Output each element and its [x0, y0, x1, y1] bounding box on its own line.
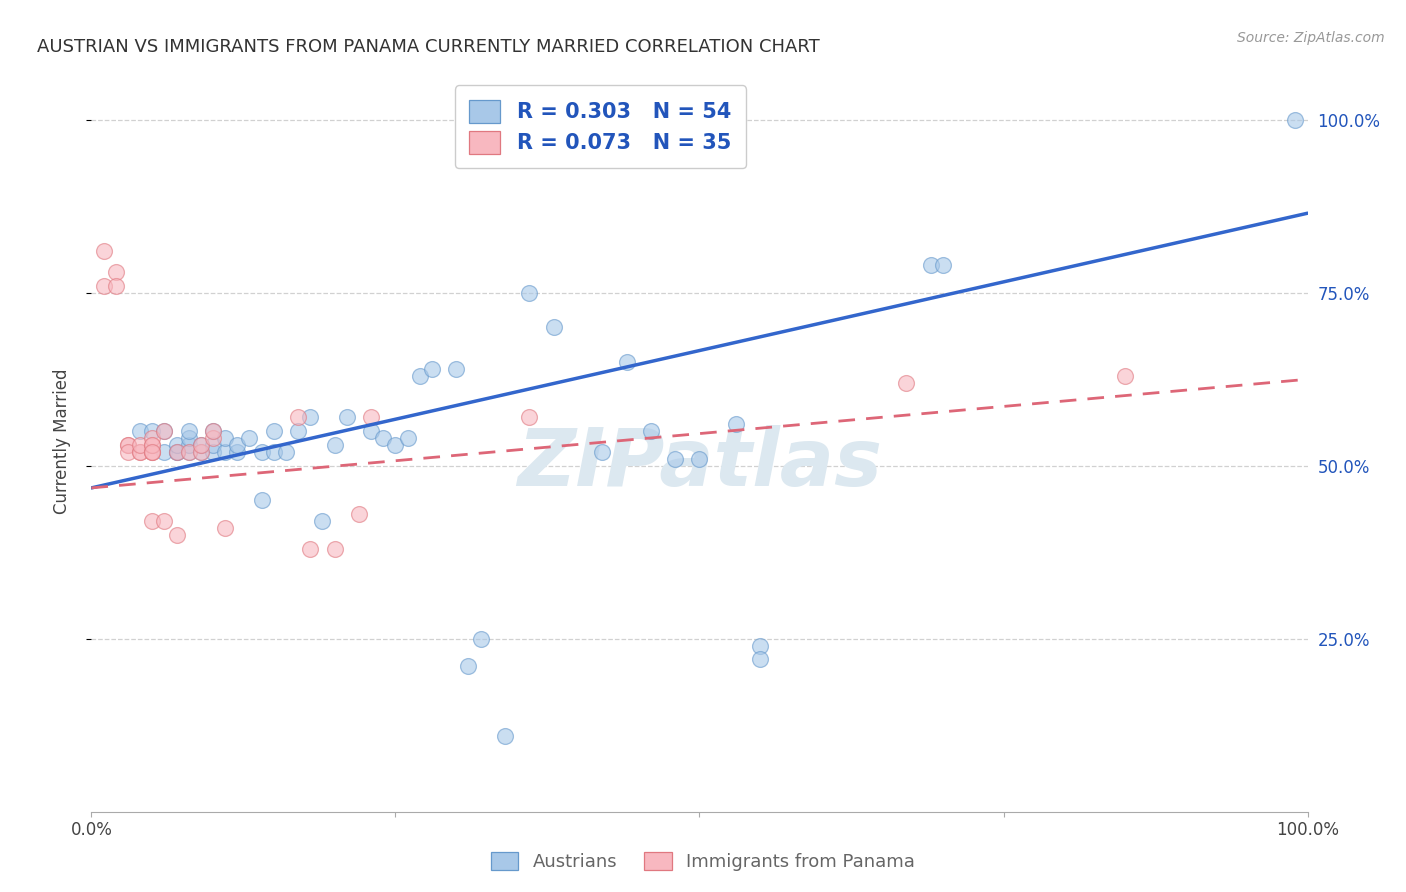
- Point: [190, 438, 212, 452]
- Point: [274, 445, 297, 459]
- Point: [129, 424, 152, 438]
- Point: [104, 278, 127, 293]
- Point: [177, 424, 200, 438]
- Point: [323, 438, 346, 452]
- Point: [153, 445, 176, 459]
- Point: [226, 445, 249, 459]
- Point: [202, 431, 225, 445]
- Point: [166, 445, 188, 459]
- Point: [409, 368, 432, 383]
- Point: [117, 445, 139, 459]
- Point: [141, 445, 163, 459]
- Point: [444, 362, 467, 376]
- Point: [166, 528, 188, 542]
- Point: [263, 424, 285, 438]
- Point: [664, 451, 686, 466]
- Point: [93, 278, 115, 293]
- Legend: Austrians, Immigrants from Panama: Austrians, Immigrants from Panama: [484, 845, 922, 879]
- Legend: R = 0.303   N = 54, R = 0.073   N = 35: R = 0.303 N = 54, R = 0.073 N = 35: [454, 86, 747, 169]
- Point: [117, 438, 139, 452]
- Point: [141, 431, 163, 445]
- Point: [920, 258, 942, 272]
- Point: [688, 451, 710, 466]
- Point: [299, 541, 322, 556]
- Point: [129, 438, 152, 452]
- Point: [323, 541, 346, 556]
- Point: [117, 438, 139, 452]
- Point: [591, 445, 613, 459]
- Point: [931, 258, 953, 272]
- Point: [177, 438, 200, 452]
- Point: [141, 438, 163, 452]
- Point: [141, 445, 163, 459]
- Point: [396, 431, 419, 445]
- Point: [1284, 112, 1306, 127]
- Point: [166, 445, 188, 459]
- Point: [177, 445, 200, 459]
- Point: [724, 417, 747, 432]
- Point: [141, 424, 163, 438]
- Point: [299, 410, 322, 425]
- Point: [250, 493, 273, 508]
- Point: [129, 445, 152, 459]
- Point: [190, 445, 212, 459]
- Point: [640, 424, 662, 438]
- Text: AUSTRIAN VS IMMIGRANTS FROM PANAMA CURRENTLY MARRIED CORRELATION CHART: AUSTRIAN VS IMMIGRANTS FROM PANAMA CURRE…: [37, 38, 820, 56]
- Point: [311, 514, 333, 528]
- Point: [141, 438, 163, 452]
- Point: [470, 632, 492, 646]
- Point: [420, 362, 443, 376]
- Point: [517, 285, 540, 300]
- Point: [1114, 368, 1136, 383]
- Point: [202, 424, 225, 438]
- Point: [177, 445, 200, 459]
- Y-axis label: Currently Married: Currently Married: [52, 368, 70, 515]
- Point: [384, 438, 406, 452]
- Point: [238, 431, 260, 445]
- Point: [616, 355, 638, 369]
- Point: [104, 265, 127, 279]
- Point: [360, 410, 382, 425]
- Point: [457, 659, 479, 673]
- Point: [141, 514, 163, 528]
- Point: [190, 445, 212, 459]
- Point: [202, 445, 225, 459]
- Point: [360, 424, 382, 438]
- Point: [153, 424, 176, 438]
- Point: [494, 729, 516, 743]
- Point: [373, 431, 395, 445]
- Point: [202, 424, 225, 438]
- Point: [347, 507, 370, 521]
- Point: [250, 445, 273, 459]
- Point: [214, 521, 236, 535]
- Point: [214, 445, 236, 459]
- Point: [214, 431, 236, 445]
- Point: [93, 244, 115, 259]
- Point: [543, 320, 565, 334]
- Text: Source: ZipAtlas.com: Source: ZipAtlas.com: [1237, 31, 1385, 45]
- Point: [287, 424, 309, 438]
- Point: [336, 410, 359, 425]
- Point: [190, 438, 212, 452]
- Point: [226, 438, 249, 452]
- Point: [202, 438, 225, 452]
- Point: [517, 410, 540, 425]
- Point: [749, 652, 772, 666]
- Text: ZIPatlas: ZIPatlas: [517, 425, 882, 503]
- Point: [749, 639, 772, 653]
- Point: [287, 410, 309, 425]
- Point: [141, 445, 163, 459]
- Point: [129, 445, 152, 459]
- Point: [177, 431, 200, 445]
- Point: [166, 445, 188, 459]
- Point: [153, 424, 176, 438]
- Point: [896, 376, 918, 390]
- Point: [263, 445, 285, 459]
- Point: [166, 438, 188, 452]
- Point: [153, 514, 176, 528]
